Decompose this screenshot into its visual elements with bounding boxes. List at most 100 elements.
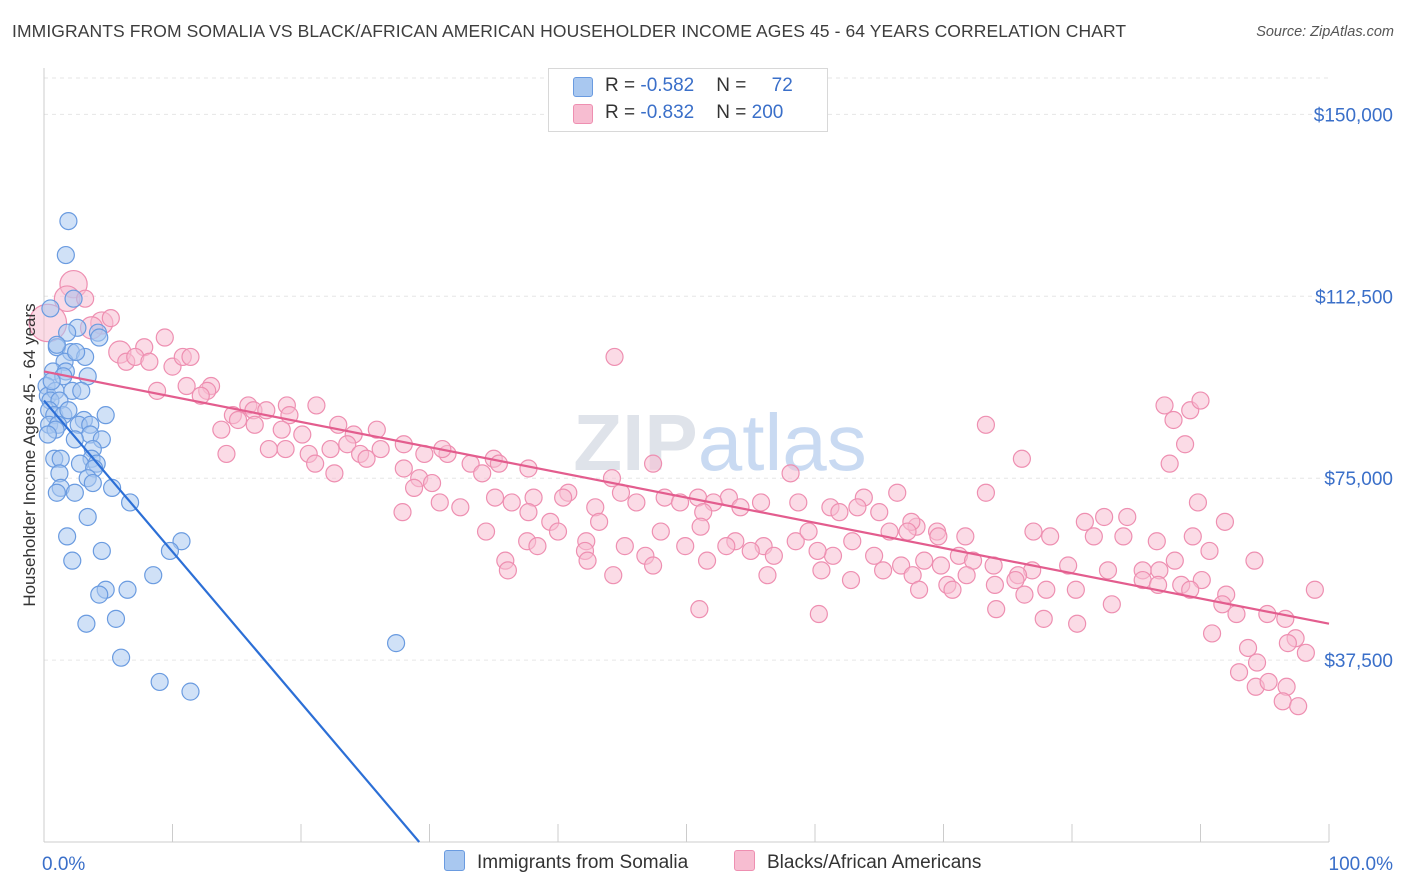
pink-point	[1278, 634, 1297, 653]
pink-point	[891, 556, 911, 575]
blue-point	[59, 401, 78, 420]
pink-point	[874, 561, 893, 580]
y-tick-label: $150,000	[1314, 105, 1393, 126]
pink-point	[781, 464, 800, 483]
blue-point	[144, 566, 163, 585]
legend-n-label: N =	[716, 102, 752, 123]
pink-point	[976, 483, 996, 502]
pink-point	[717, 537, 736, 556]
pink-series	[28, 269, 1324, 716]
pink-point	[177, 376, 196, 396]
pink-point	[1181, 580, 1200, 599]
legend-r-value: -0.832	[640, 102, 695, 123]
pink-point	[1202, 624, 1222, 643]
pink-point	[404, 478, 424, 497]
y-tick-label: $37,500	[1324, 651, 1393, 672]
legend-r-label: R =	[605, 75, 641, 96]
legend-r-value: -0.582	[640, 75, 695, 96]
legend-n-value: 200	[751, 102, 784, 123]
pink-point	[1037, 580, 1056, 599]
pink-point	[1068, 614, 1087, 633]
pink-point	[1200, 541, 1219, 561]
pink-point	[1247, 653, 1267, 672]
pink-point	[245, 415, 264, 434]
blue-series	[37, 211, 406, 701]
pink-point	[985, 575, 1005, 595]
pink-point	[338, 435, 357, 454]
blue-point	[118, 580, 137, 599]
pink-point	[1245, 551, 1264, 570]
pink-point	[191, 386, 210, 405]
pink-point	[422, 473, 442, 493]
pink-point	[1041, 527, 1060, 546]
pink-point	[605, 347, 624, 367]
pink-point	[956, 527, 975, 546]
blue-point	[92, 541, 111, 561]
legend-n-label: N =	[716, 75, 752, 96]
pink-point	[758, 566, 777, 585]
pink-point	[325, 464, 344, 483]
blue-point	[106, 609, 126, 628]
pink-point	[357, 449, 376, 468]
pink-point	[615, 537, 634, 556]
pink-point	[155, 328, 174, 347]
pink-point	[1238, 638, 1258, 658]
pink-point	[272, 420, 291, 439]
pink-point	[915, 551, 934, 570]
pink-point	[276, 439, 295, 459]
pink-point	[307, 396, 326, 415]
pink-point	[643, 454, 663, 473]
watermark-zip: ZIP	[573, 398, 697, 487]
pink-point	[786, 532, 805, 551]
pink-point	[1095, 507, 1114, 527]
pink-point	[1059, 556, 1078, 575]
blue-point	[38, 425, 57, 444]
pink-point	[528, 537, 547, 556]
blue-point	[47, 483, 66, 502]
blue-point	[65, 483, 84, 502]
pink-point	[1084, 527, 1103, 546]
axes	[43, 68, 1330, 843]
pink-point	[898, 522, 917, 541]
blue-trend-line	[43, 399, 421, 843]
pink-trend-line	[43, 370, 1330, 625]
chart-title: IMMIGRANTS FROM SOMALIA VS BLACK/AFRICAN…	[12, 21, 1127, 41]
pink-point	[371, 439, 390, 459]
pink-point	[830, 503, 849, 522]
pink-point	[1215, 512, 1235, 531]
pink-point	[1034, 609, 1053, 628]
pink-point	[1024, 522, 1043, 541]
pink-point	[394, 459, 413, 478]
pink-point	[473, 464, 492, 483]
pink-point	[451, 498, 470, 517]
pink-point	[1147, 532, 1166, 551]
blue-point	[181, 682, 200, 701]
pink-point	[1160, 454, 1179, 473]
pink-point	[1066, 580, 1085, 599]
pink-point	[764, 546, 783, 565]
pink-point	[929, 527, 948, 546]
legend-swatch-blue	[573, 77, 593, 97]
pink-point	[502, 493, 521, 512]
blue-point	[386, 634, 406, 653]
y-axis-label: Householder Income Ages 45 - 64 years	[20, 303, 39, 607]
pink-point	[485, 488, 505, 507]
blue-point	[72, 381, 91, 400]
pink-point	[1258, 604, 1277, 624]
pink-point	[627, 493, 646, 512]
pink-point	[1075, 512, 1094, 531]
pink-point	[823, 546, 843, 565]
pink-point	[259, 439, 278, 459]
pink-point	[697, 551, 717, 570]
pink-point	[870, 503, 889, 522]
pink-point	[812, 561, 831, 580]
pink-point	[957, 566, 976, 585]
x-tick-label: 0.0%	[42, 854, 85, 875]
pink-point	[1098, 561, 1118, 580]
pink-point	[430, 493, 449, 512]
blue-point	[96, 406, 115, 425]
blue-point	[77, 614, 96, 633]
pink-point	[888, 483, 907, 502]
blue-point	[64, 289, 83, 308]
pink-point	[799, 522, 818, 541]
